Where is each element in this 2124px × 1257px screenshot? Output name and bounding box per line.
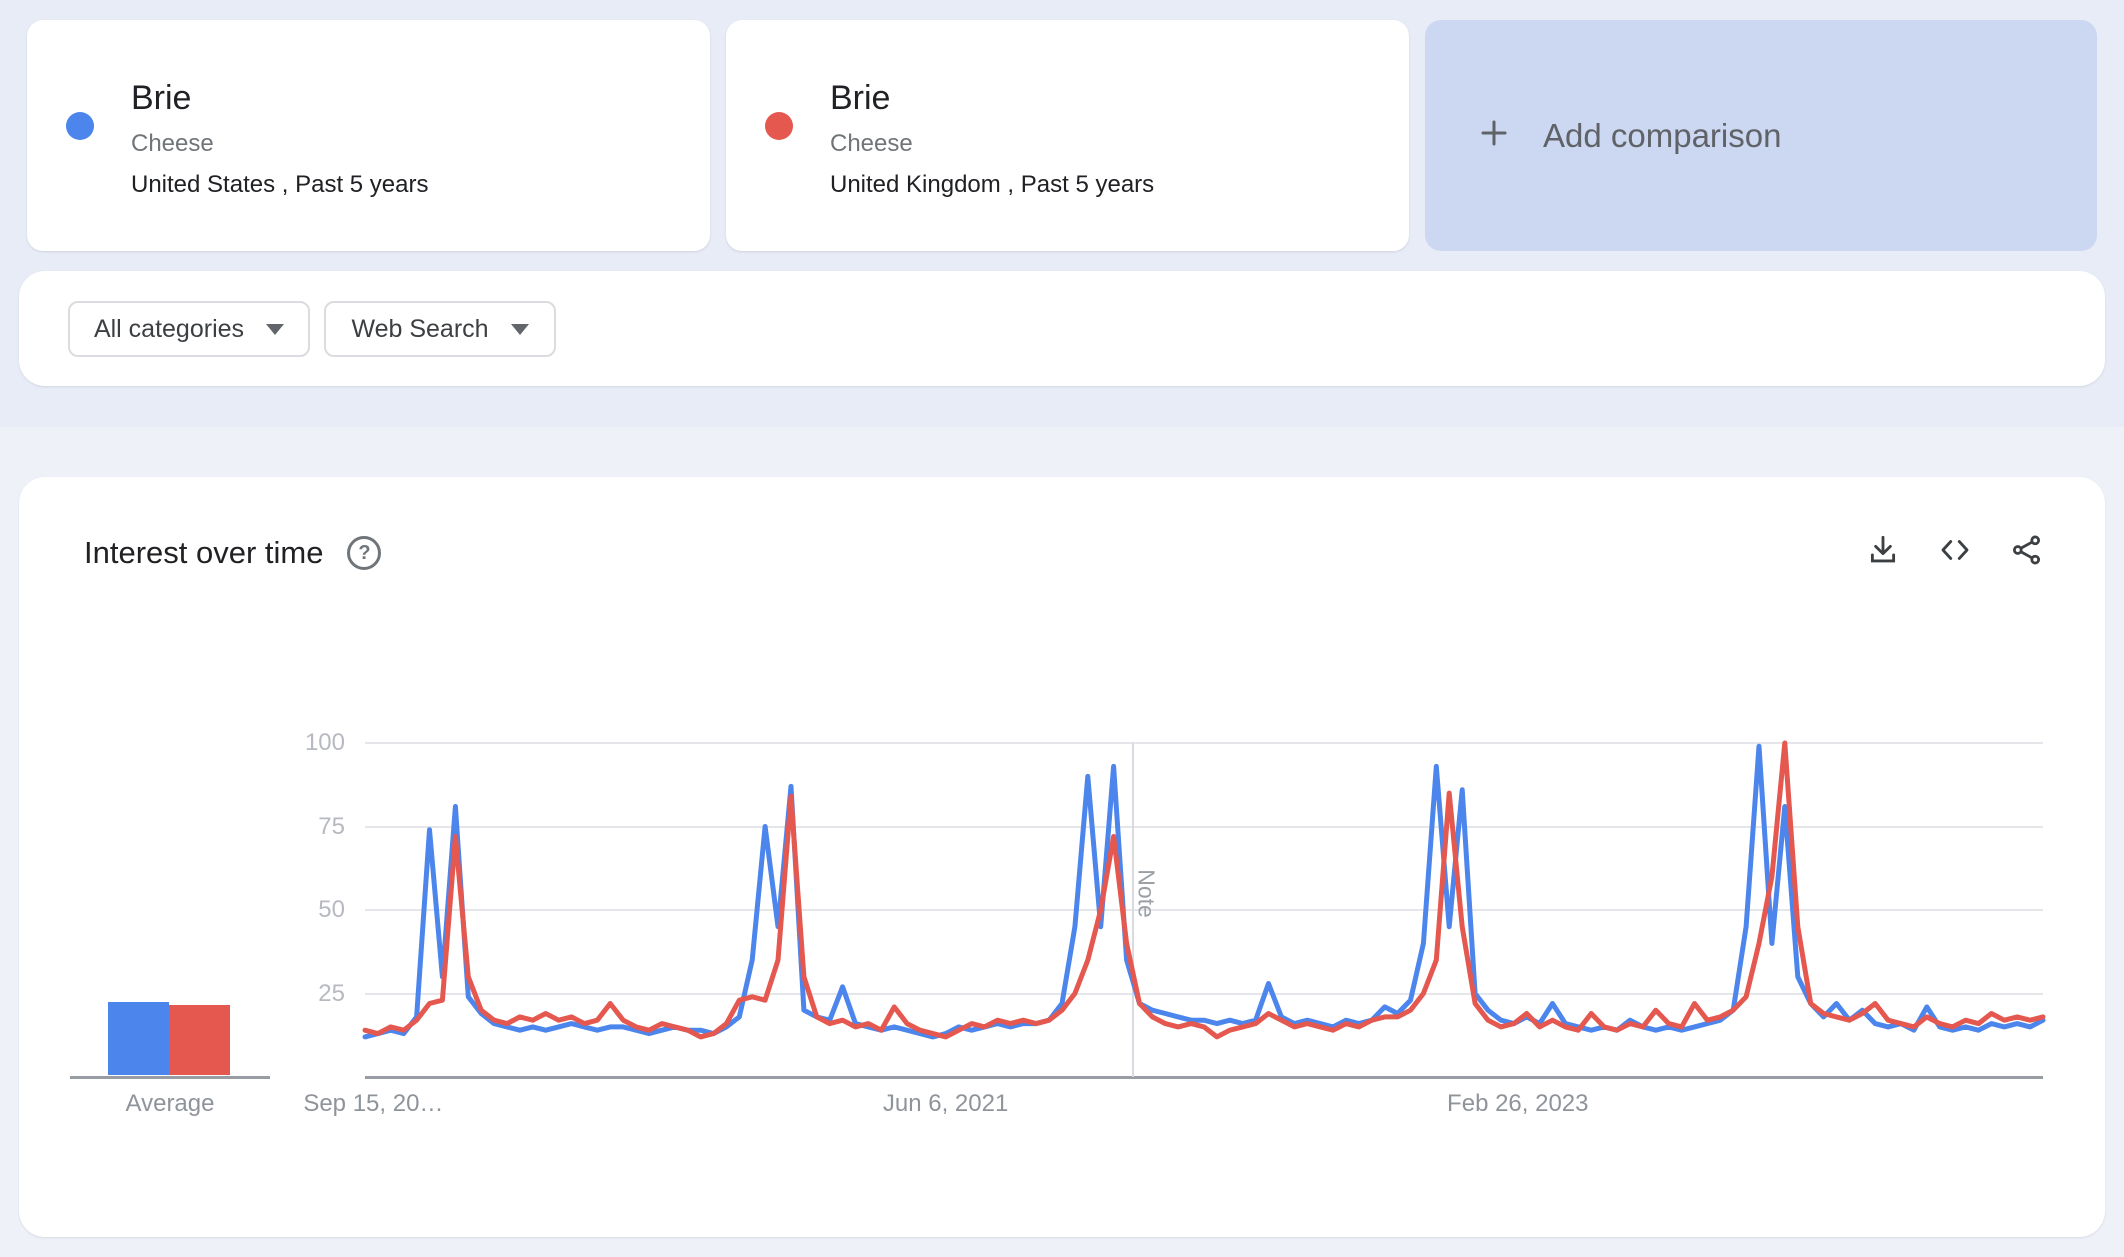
gridline-50	[365, 909, 2043, 911]
chart-header: Interest over time ?	[84, 535, 382, 571]
chart-title: Interest over time	[84, 535, 324, 570]
category-dropdown-label: All categories	[93, 314, 245, 343]
term-info-uk: Brie Cheese United Kingdom , Past 5 year…	[830, 78, 1154, 199]
term-scope: United Kingdom , Past 5 years	[830, 171, 1155, 198]
gridline-25	[365, 992, 2043, 995]
search-type-dropdown[interactable]: Web Search	[324, 301, 556, 357]
average-axis-line	[70, 1076, 270, 1079]
y-axis-label: 75	[318, 812, 345, 840]
category-dropdown[interactable]: All categories	[68, 301, 310, 357]
note-marker-line	[1131, 743, 1134, 1077]
chart-actions	[1861, 529, 2049, 573]
filters-panel: All categories Web Search	[19, 271, 2105, 386]
chevron-down-icon	[266, 323, 285, 335]
series-line-us	[362, 743, 2046, 1040]
chevron-down-icon	[510, 323, 529, 335]
term-topic: Cheese	[131, 130, 214, 157]
average-label: Average	[125, 1090, 215, 1117]
plus-icon	[1477, 116, 1511, 155]
series-dot-us	[66, 112, 94, 140]
embed-button[interactable]	[1933, 529, 1977, 573]
y-axis-label: 50	[318, 896, 345, 923]
add-comparison-button[interactable]: Add comparison	[1425, 20, 2097, 251]
y-axis-label: 100	[304, 729, 345, 756]
x-axis-label: Feb 26, 2023	[1447, 1090, 1589, 1117]
term-card-united-states[interactable]: Brie Cheese United States , Past 5 years	[27, 20, 710, 251]
x-axis-label: Sep 15, 20…	[303, 1090, 444, 1117]
download-button[interactable]	[1861, 529, 1905, 573]
share-icon-button[interactable]	[2005, 529, 2049, 573]
term-scope: United States , Past 5 years	[131, 171, 429, 198]
gridline-100	[365, 742, 2043, 744]
embed-icon	[1937, 533, 1973, 570]
gridline-75	[365, 825, 2043, 828]
download-icon	[1866, 533, 1900, 570]
y-axis-label: 25	[318, 979, 345, 1007]
interest-over-time-panel: Interest over time ?	[19, 477, 2105, 1237]
trend-chart-plot[interactable]	[362, 740, 2046, 1077]
term-card-united-kingdom[interactable]: Brie Cheese United Kingdom , Past 5 year…	[726, 20, 1409, 251]
term-topic: Cheese	[830, 130, 913, 157]
series-dot-uk	[765, 112, 793, 140]
term-info-us: Brie Cheese United States , Past 5 years	[131, 78, 428, 199]
x-axis-label: Jun 6, 2021	[882, 1090, 1009, 1117]
add-comparison-label: Add comparison	[1543, 116, 1782, 154]
term-name: Brie	[131, 79, 192, 117]
share-icon	[2010, 533, 2044, 570]
help-icon[interactable]: ?	[347, 536, 382, 570]
comparison-cards-row: Brie Cheese United States , Past 5 years…	[27, 20, 2097, 251]
term-name: Brie	[830, 79, 891, 117]
average-bar-uk	[169, 1004, 230, 1075]
average-bar-us	[108, 1001, 169, 1075]
search-type-dropdown-label: Web Search	[351, 314, 489, 343]
series-line-uk	[362, 740, 2046, 1040]
x-axis-line	[365, 1076, 2043, 1079]
